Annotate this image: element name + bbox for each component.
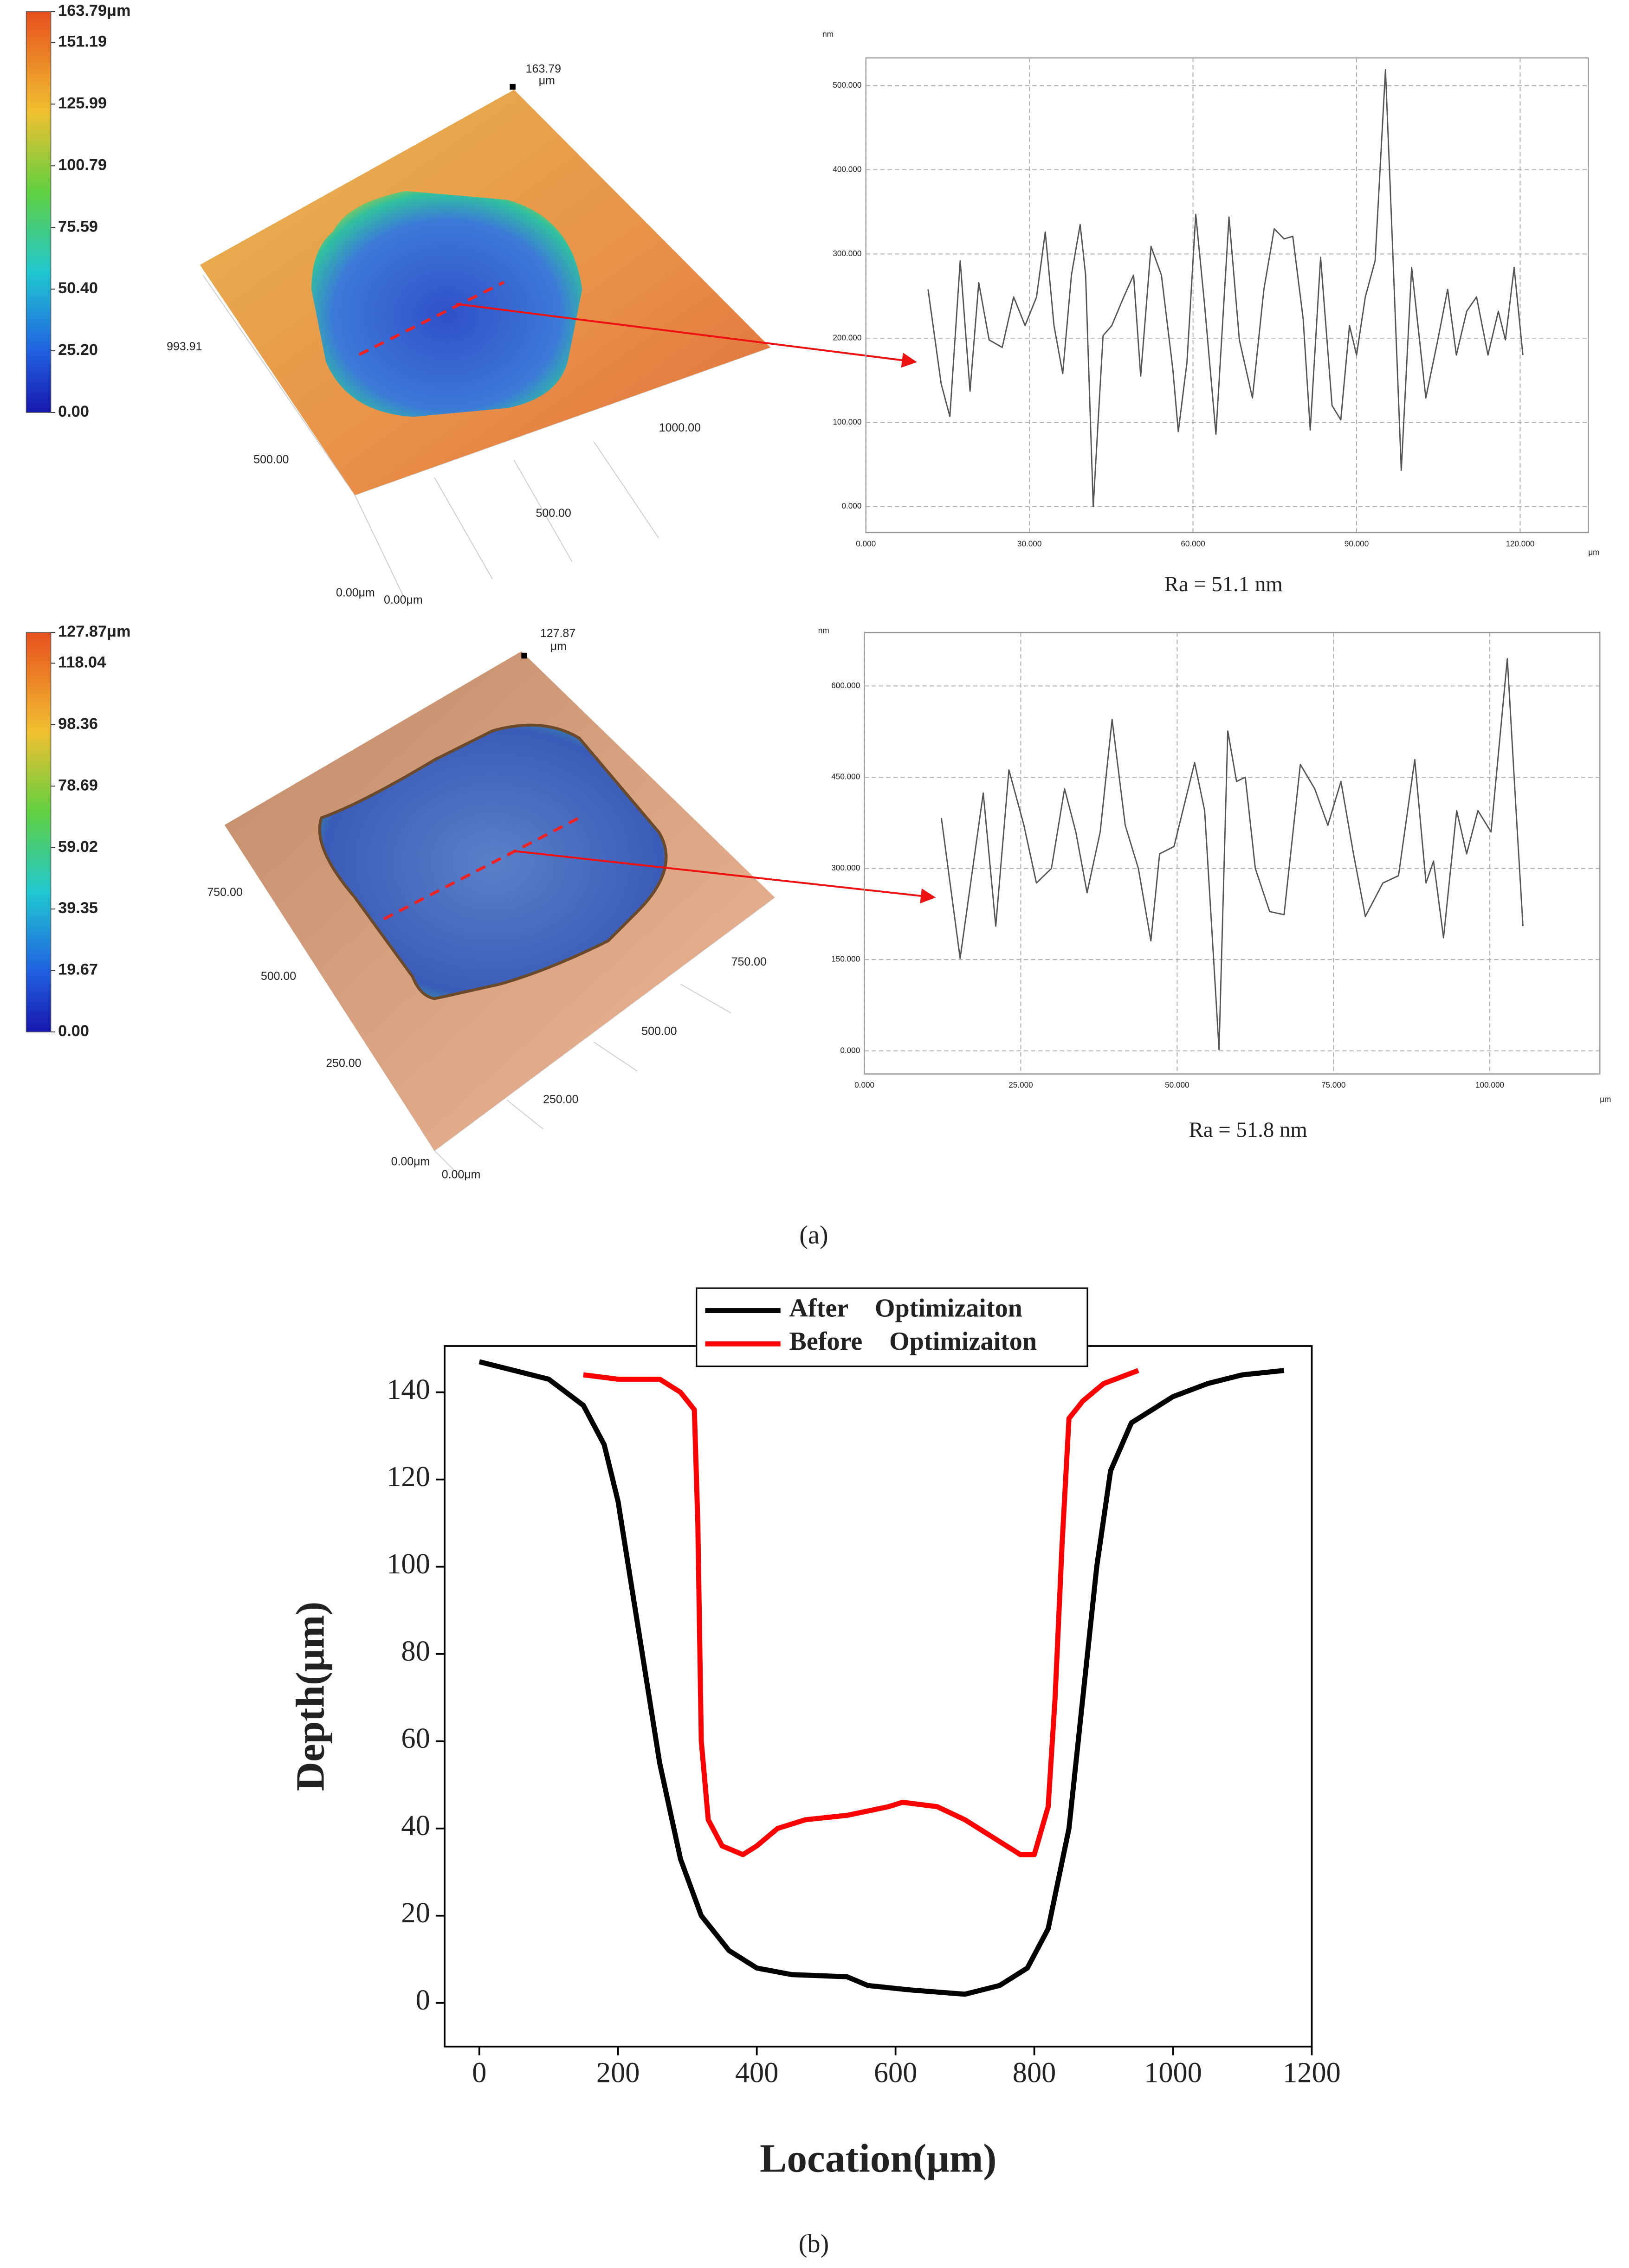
colorbar-tick-label: 118.04 bbox=[58, 653, 106, 671]
y-tick-label: 100.000 bbox=[833, 417, 861, 426]
y-tick-label: 0.000 bbox=[841, 501, 861, 510]
surface-render bbox=[200, 84, 917, 601]
x-tick-label: 100.000 bbox=[1475, 1080, 1504, 1089]
legend-label: Before Optimizaiton bbox=[789, 1327, 1037, 1356]
surface-axis-label: 500.00 bbox=[641, 1025, 677, 1038]
surface-axis-label: 993.91 bbox=[167, 340, 202, 353]
surface-axis-label: μm bbox=[539, 74, 555, 87]
surface-axis-label: 0.00μm bbox=[391, 1155, 430, 1168]
y-tick-label: 80 bbox=[401, 1635, 430, 1667]
colorbar-tick-label: 163.79μm bbox=[58, 2, 130, 19]
colorbar-tick-label: 78.69 bbox=[58, 776, 98, 794]
colorbar-tick-label: 0.00 bbox=[58, 403, 89, 420]
line-series bbox=[940, 658, 1524, 1050]
colorbar-tick-label: 0.00 bbox=[58, 1022, 89, 1040]
surface-axis-label: 0.00μm bbox=[336, 586, 375, 599]
y-tick-label: 150.000 bbox=[831, 954, 860, 964]
x-tick-label: 600 bbox=[874, 2056, 918, 2088]
caption: Ra = 51.1 nm bbox=[1164, 572, 1283, 596]
surface-axis-label: 250.00 bbox=[543, 1093, 578, 1106]
x-tick-label: 90.000 bbox=[1345, 539, 1369, 548]
x-unit: μm bbox=[1588, 548, 1599, 557]
x-tick-label: 0.000 bbox=[856, 539, 876, 548]
surface-axis-label: 750.00 bbox=[731, 955, 767, 968]
caption: Ra = 51.8 nm bbox=[1189, 1118, 1307, 1142]
legend-box bbox=[696, 1287, 1088, 1367]
colorbar-tick-label: 39.35 bbox=[58, 899, 98, 917]
surface-axis-label: 750.00 bbox=[207, 886, 242, 899]
y-tick-label: 600.000 bbox=[831, 681, 860, 690]
y-axis-label: Depth(μm) bbox=[287, 1602, 332, 1791]
y-tick-label: 450.000 bbox=[831, 772, 860, 781]
surface-axis-label: 500.00 bbox=[536, 507, 571, 520]
colorbar-tick-label: 19.67 bbox=[58, 961, 98, 979]
colorbar-tick-label: 50.40 bbox=[58, 279, 98, 297]
x-tick-label: 1200 bbox=[1283, 2056, 1341, 2088]
y-tick-label: 0.000 bbox=[840, 1045, 860, 1055]
colorbar bbox=[26, 632, 52, 1032]
plot-frame bbox=[865, 57, 1589, 534]
y-tick-label: 500.000 bbox=[833, 80, 861, 90]
surface-axis-label: 500.00 bbox=[261, 970, 296, 983]
x-tick-label: 0.000 bbox=[854, 1080, 874, 1089]
y-tick-label: 20 bbox=[401, 1897, 430, 1929]
line-series bbox=[927, 69, 1524, 508]
y-tick-label: 300.000 bbox=[831, 863, 860, 872]
y-tick-label: 60 bbox=[401, 1722, 430, 1754]
surface-axis-label: 500.00 bbox=[253, 453, 289, 466]
y-tick-label: 400.000 bbox=[833, 165, 861, 174]
colorbar-tick-label: 25.20 bbox=[58, 341, 98, 359]
colorbar-tick-label: 125.99 bbox=[58, 94, 107, 112]
y-tick-label: 40 bbox=[401, 1810, 430, 1842]
x-tick-label: 0 bbox=[472, 2056, 486, 2088]
x-tick-label: 1000 bbox=[1144, 2056, 1202, 2088]
surface-axis-label: 0.00μm bbox=[442, 1168, 481, 1181]
surface-axis-label: 1000.00 bbox=[659, 421, 701, 434]
plot-frame bbox=[444, 1345, 1313, 2048]
surface-axis-label: 250.00 bbox=[326, 1057, 361, 1070]
line-series bbox=[583, 1368, 1139, 1857]
colorbar-tick-label: 100.79 bbox=[58, 156, 107, 174]
surface-axis-label: μm bbox=[550, 640, 567, 653]
y-tick-label: 200.000 bbox=[833, 333, 861, 342]
y-tick-label: 100 bbox=[387, 1548, 430, 1580]
y-unit: nm bbox=[818, 626, 829, 635]
colorbar bbox=[26, 11, 52, 413]
x-unit: μm bbox=[1600, 1095, 1611, 1104]
x-tick-label: 60.000 bbox=[1181, 539, 1205, 548]
y-tick-label: 140 bbox=[387, 1373, 430, 1405]
surface-axis-label: 0.00μm bbox=[384, 593, 423, 606]
colorbar-tick-label: 75.59 bbox=[58, 218, 98, 235]
panel-label: (a) bbox=[799, 1221, 828, 1250]
x-tick-label: 50.000 bbox=[1165, 1080, 1189, 1089]
legend-label: After Optimizaiton bbox=[789, 1294, 1022, 1322]
x-tick-label: 25.000 bbox=[1008, 1080, 1033, 1089]
colorbar-tick-label: 59.02 bbox=[58, 838, 98, 856]
x-tick-label: 120.000 bbox=[1506, 539, 1534, 548]
x-tick-label: 800 bbox=[1013, 2056, 1056, 2088]
colorbar-tick-label: 151.19 bbox=[58, 32, 107, 50]
y-tick-label: 300.000 bbox=[833, 249, 861, 258]
line-series bbox=[478, 1359, 1285, 1997]
y-tick-label: 120 bbox=[387, 1461, 430, 1493]
x-tick-label: 400 bbox=[735, 2056, 779, 2088]
surface-axis-label: 163.79 bbox=[526, 62, 561, 75]
x-axis-label: Location(μm) bbox=[760, 2135, 996, 2180]
surface-axis-label: 127.87 bbox=[540, 627, 575, 640]
x-tick-label: 200 bbox=[596, 2056, 640, 2088]
x-tick-label: 30.000 bbox=[1017, 539, 1041, 548]
y-tick-label: 0 bbox=[416, 1984, 430, 2016]
x-tick-label: 75.000 bbox=[1321, 1080, 1345, 1089]
panel-label: (b) bbox=[799, 2229, 829, 2258]
surface-render bbox=[224, 651, 936, 1180]
colorbar-tick-label: 127.87μm bbox=[58, 623, 130, 640]
y-unit: nm bbox=[822, 29, 834, 39]
colorbar-tick-label: 98.36 bbox=[58, 715, 98, 733]
